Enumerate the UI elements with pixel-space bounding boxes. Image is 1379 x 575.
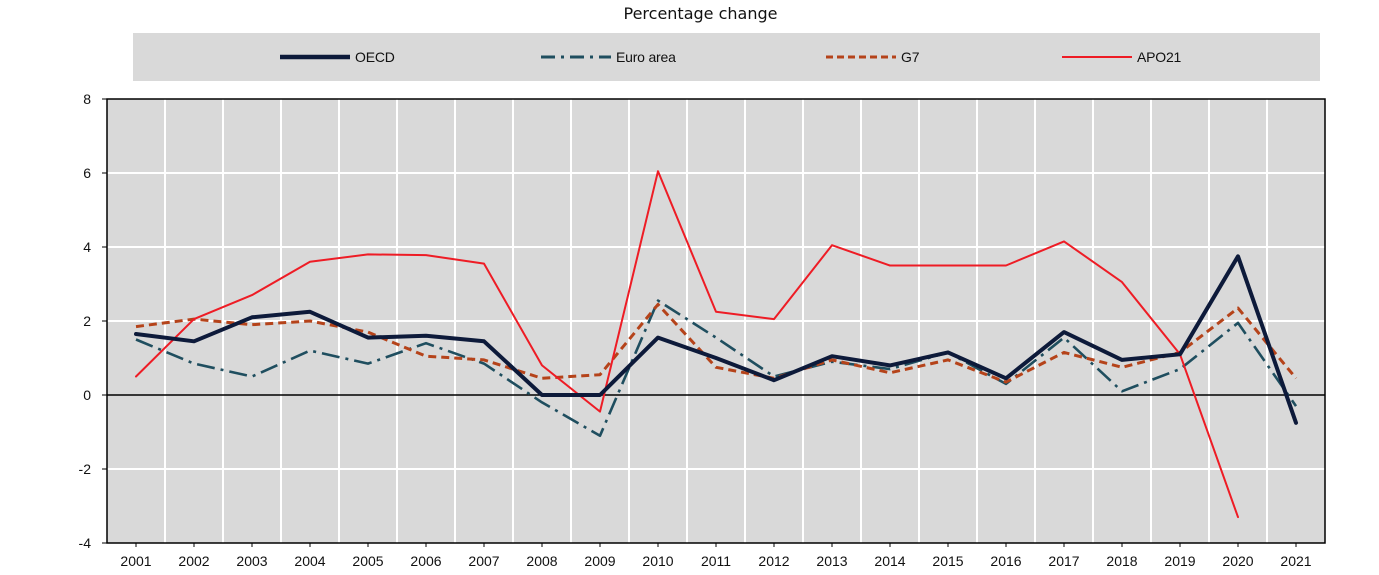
x-tick-label: 2017 [1048, 553, 1079, 569]
legend-label-euro-area: Euro area [616, 49, 676, 65]
x-tick-label: 2003 [236, 553, 267, 569]
legend: OECD Euro area G7 APO21 [133, 33, 1320, 81]
y-tick-label: 0 [83, 387, 91, 403]
x-tick-label: 2011 [701, 553, 731, 569]
plot-frame [106, 98, 1326, 544]
legend-item-g7: G7 [826, 33, 919, 81]
series-line-euro-area [135, 299, 1298, 437]
x-tick-label: 2002 [178, 553, 209, 569]
x-tick-label: 2008 [526, 553, 557, 569]
y-tick-label: 4 [83, 239, 91, 255]
chart-title: Percentage change [623, 4, 778, 23]
x-tick-label: 2019 [1164, 553, 1195, 569]
x-tick-label: 2004 [294, 553, 325, 569]
x-tick-label: 2001 [120, 553, 151, 569]
y-tick-label: -2 [79, 461, 92, 477]
x-tick-label: 2015 [932, 553, 963, 569]
x-tick-label: 2010 [642, 553, 673, 569]
series-line-apo21 [135, 170, 1239, 519]
legend-swatch-apo21 [1062, 56, 1132, 58]
legend-item-apo21: APO21 [1062, 33, 1181, 81]
legend-label-oecd: OECD [355, 49, 395, 65]
legend-item-oecd: OECD [280, 33, 395, 81]
y-tick-label: -4 [79, 535, 92, 551]
legend-swatch-g7 [826, 55, 896, 59]
legend-swatch-oecd [280, 54, 350, 60]
series-line-oecd [134, 254, 1298, 425]
x-tick-label: 2005 [352, 553, 383, 569]
y-tick-label: 8 [83, 91, 91, 107]
y-tick-label: 2 [83, 313, 91, 329]
x-tick-label: 2014 [874, 553, 905, 569]
x-tick-label: 2016 [990, 553, 1021, 569]
y-tick-label: 6 [83, 165, 91, 181]
series-line-g7 [135, 302, 1298, 384]
x-tick-label: 2007 [468, 553, 499, 569]
legend-label-apo21: APO21 [1137, 49, 1182, 65]
x-tick-label: 2006 [410, 553, 441, 569]
x-tick-label: 2018 [1106, 553, 1137, 569]
x-tick-label: 2020 [1222, 553, 1253, 569]
legend-label-g7: G7 [901, 49, 920, 65]
x-tick-label: 2009 [584, 553, 615, 569]
legend-item-euro-area: Euro area [541, 33, 676, 81]
x-tick-label: 2013 [816, 553, 847, 569]
x-tick-label: 2021 [1280, 553, 1311, 569]
legend-swatch-euro-area [541, 55, 611, 59]
x-tick-label: 2012 [758, 553, 789, 569]
